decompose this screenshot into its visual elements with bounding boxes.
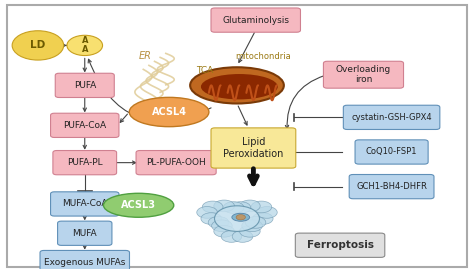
Ellipse shape (201, 74, 278, 99)
Text: Exogenous MUFAs: Exogenous MUFAs (44, 258, 126, 267)
Circle shape (221, 231, 242, 242)
Circle shape (67, 35, 102, 55)
Circle shape (223, 202, 244, 214)
Circle shape (239, 225, 260, 237)
Circle shape (242, 220, 263, 232)
Text: PUFA-CoA: PUFA-CoA (63, 121, 106, 130)
FancyBboxPatch shape (355, 140, 428, 164)
Text: LD: LD (30, 41, 46, 50)
Text: mitochondria: mitochondria (235, 52, 291, 61)
FancyBboxPatch shape (8, 5, 466, 267)
Circle shape (236, 215, 246, 220)
Circle shape (253, 213, 273, 224)
Text: MUFA: MUFA (73, 229, 97, 238)
Text: Ferroptosis: Ferroptosis (307, 240, 374, 250)
Circle shape (251, 201, 272, 213)
Circle shape (211, 220, 232, 232)
FancyBboxPatch shape (51, 192, 119, 216)
FancyBboxPatch shape (51, 113, 119, 137)
Ellipse shape (103, 193, 174, 217)
Circle shape (232, 231, 253, 242)
Text: MUFA-CoA: MUFA-CoA (62, 199, 108, 208)
Text: ACSL4: ACSL4 (152, 107, 187, 117)
Text: Glutaminolysis: Glutaminolysis (222, 16, 289, 24)
Circle shape (197, 206, 218, 218)
Text: ER: ER (139, 51, 152, 61)
Text: Lipid
Peroxidation: Lipid Peroxidation (223, 137, 283, 159)
FancyBboxPatch shape (40, 251, 129, 272)
Text: cystatin-GSH-GPX4: cystatin-GSH-GPX4 (351, 113, 432, 122)
FancyBboxPatch shape (211, 128, 296, 168)
Text: ACSL3: ACSL3 (121, 200, 156, 210)
FancyBboxPatch shape (349, 175, 434, 199)
Circle shape (214, 200, 235, 212)
FancyBboxPatch shape (55, 73, 114, 97)
FancyBboxPatch shape (53, 150, 117, 175)
Circle shape (245, 217, 266, 228)
Circle shape (256, 206, 277, 218)
Text: TCA: TCA (196, 66, 213, 75)
FancyBboxPatch shape (57, 221, 112, 245)
Ellipse shape (129, 97, 209, 127)
Text: CoQ10-FSP1: CoQ10-FSP1 (366, 147, 417, 156)
Text: PUFA: PUFA (73, 81, 96, 90)
Text: PL-PUFA-OOH: PL-PUFA-OOH (146, 158, 206, 167)
FancyBboxPatch shape (136, 150, 216, 175)
Circle shape (201, 213, 221, 224)
FancyBboxPatch shape (211, 8, 301, 32)
Circle shape (239, 200, 260, 212)
Circle shape (230, 202, 251, 214)
Circle shape (12, 31, 64, 60)
Text: PUFA-PL: PUFA-PL (67, 158, 102, 167)
FancyBboxPatch shape (343, 105, 440, 129)
Circle shape (215, 206, 259, 231)
Ellipse shape (232, 213, 250, 221)
FancyBboxPatch shape (323, 61, 403, 88)
Ellipse shape (190, 67, 284, 103)
Circle shape (208, 217, 229, 228)
Circle shape (202, 201, 223, 213)
Circle shape (214, 225, 235, 237)
Text: A
A: A A (82, 36, 88, 54)
FancyBboxPatch shape (295, 233, 385, 257)
Text: GCH1-BH4-DHFR: GCH1-BH4-DHFR (356, 182, 427, 191)
Text: Overloading
iron: Overloading iron (336, 65, 391, 84)
